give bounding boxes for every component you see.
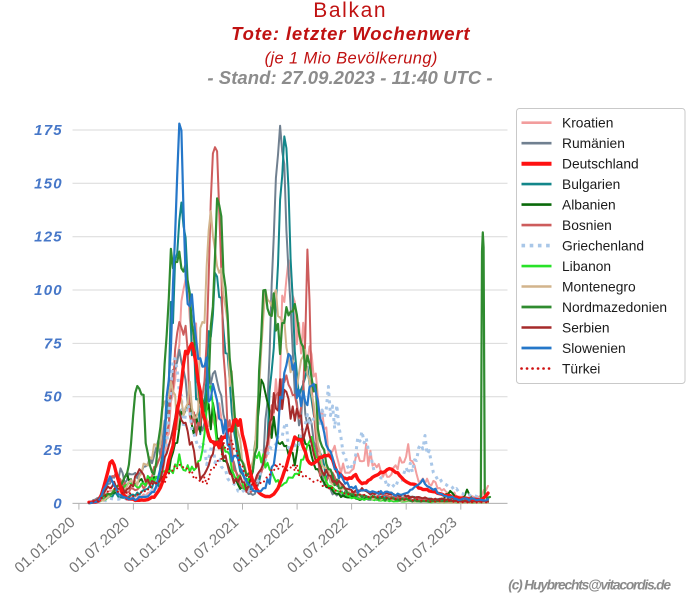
svg-text:Libanon: Libanon — [562, 259, 611, 274]
svg-text:175: 175 — [34, 122, 63, 139]
svg-text:Kroatien: Kroatien — [562, 116, 613, 131]
svg-text:0: 0 — [53, 495, 63, 512]
svg-text:Montenegro: Montenegro — [562, 279, 636, 294]
svg-text:100: 100 — [34, 282, 63, 299]
svg-text:Rumänien: Rumänien — [562, 136, 625, 151]
svg-text:75: 75 — [44, 335, 63, 352]
svg-text:Albanien: Albanien — [562, 198, 616, 213]
svg-text:- Stand: 27.09.2023 - 11:40 UT: - Stand: 27.09.2023 - 11:40 UTC - — [207, 67, 492, 88]
svg-text:Bulgarien: Bulgarien — [562, 177, 620, 192]
svg-text:Griechenland: Griechenland — [562, 239, 644, 254]
svg-text:(je 1 Mio Bevölkerung): (je 1 Mio Bevölkerung) — [265, 49, 438, 67]
svg-text:Nordmazedonien: Nordmazedonien — [562, 300, 667, 315]
svg-text:Slowenien: Slowenien — [562, 341, 626, 356]
svg-text:125: 125 — [34, 229, 63, 246]
svg-text:150: 150 — [34, 175, 63, 192]
svg-text:25: 25 — [43, 442, 63, 459]
svg-text:Serbien: Serbien — [562, 320, 610, 335]
svg-text:Tote: letzter Wochenwert: Tote: letzter Wochenwert — [231, 23, 470, 44]
svg-text:(c) Huybrechts@vitacordis.de: (c) Huybrechts@vitacordis.de — [508, 578, 671, 593]
svg-text:Türkei: Türkei — [562, 361, 600, 376]
svg-text:Balkan: Balkan — [313, 0, 385, 22]
svg-text:Bosnien: Bosnien — [562, 218, 612, 233]
svg-text:50: 50 — [44, 389, 63, 406]
svg-text:Deutschland: Deutschland — [562, 157, 639, 172]
